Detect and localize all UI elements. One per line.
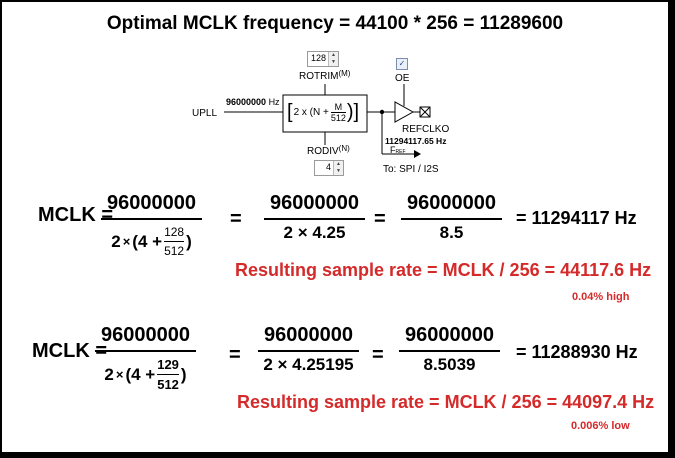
eq1-den-open: (4 +	[132, 231, 163, 251]
rodiv-value: 4	[325, 162, 331, 172]
rodiv-spinner[interactable]: 4 ▲ ▼	[314, 160, 344, 176]
eq2-result: = 11288930 Hz	[516, 342, 638, 362]
eq2-fraction-bar-3	[399, 350, 500, 352]
eq1-inner-den: 512	[164, 244, 185, 258]
eq1-numerator: 96000000	[107, 192, 196, 214]
eq1-lhs: MCLK =	[38, 204, 113, 226]
eq2-den-open: (4 +	[125, 364, 156, 384]
upll-frequency-value: 96000000	[226, 97, 267, 107]
eq2-numerator-3: 96000000	[405, 324, 494, 346]
eq2-sample-rate: Resulting sample rate = MCLK / 256 = 440…	[237, 392, 655, 412]
eq2-fraction-main: 96000000 2 × (4 + 129 512 )	[95, 324, 196, 392]
eq1-denominator-3: 8.5	[439, 223, 464, 242]
fref-subscript: REF	[395, 149, 406, 155]
eq2-fraction-bar	[95, 350, 196, 352]
eq1-den-close: )	[186, 231, 192, 251]
eq2-fraction-bar-2	[258, 350, 359, 352]
eq1-numerator-2: 96000000	[270, 192, 359, 214]
eq2-equals-2: =	[372, 344, 384, 366]
upll-label: UPLL	[192, 108, 218, 119]
eq2-den-times: ×	[115, 367, 124, 382]
eq1-den-times: ×	[122, 234, 131, 249]
rotrim-label: ROTRIM(M)	[299, 69, 351, 82]
eq1-inner-bar	[164, 241, 185, 242]
eq1-equals-2: =	[374, 208, 386, 230]
figure-canvas: Optimal MCLK frequency = 44100 * 256 = 1…	[2, 2, 668, 452]
eq2-deviation: 0.006% low	[571, 420, 630, 432]
eq1-sample-rate: Resulting sample rate = MCLK / 256 = 441…	[235, 260, 652, 280]
rotrim-label-text: ROTRIM	[299, 71, 339, 82]
eq1-inner-num: 128	[164, 225, 185, 239]
eq2-fraction-3: 96000000 8.5039	[399, 324, 500, 375]
divider-formula: [ 2 x (N + M 512 )]	[287, 101, 359, 124]
fref-label: FREF	[390, 145, 406, 155]
eq1-equals-1: =	[230, 208, 242, 230]
rodiv-spin-arrows-icon[interactable]: ▲ ▼	[333, 161, 343, 175]
eq1-den-two: 2	[111, 231, 121, 251]
upll-frequency: 96000000 Hz	[226, 97, 280, 107]
eq2-den-close: )	[180, 364, 187, 384]
eq2-denominator-2: 2 × 4.25195	[263, 355, 354, 374]
eq2-numerator-2: 96000000	[264, 324, 353, 346]
eq1-result: = 11294117 Hz	[516, 208, 637, 228]
formula-fraction: M 512	[330, 102, 346, 123]
rotrim-value: 128	[310, 53, 326, 63]
eq2-den-two: 2	[104, 364, 114, 384]
oe-checkbox[interactable]: ✓	[396, 58, 408, 70]
rotrim-spinner[interactable]: 128 ▲ ▼	[307, 51, 339, 67]
formula-open-bracket: [	[287, 101, 293, 123]
eq1-deviation: 0.04% high	[572, 291, 630, 303]
eq1-fraction-3: 96000000 8.5	[401, 192, 502, 243]
eq2-inner-den: 512	[157, 377, 179, 392]
eq2-denominator: 2 × (4 + 129 512 )	[104, 357, 186, 392]
formula-left: 2 x (N +	[293, 107, 329, 118]
rodiv-unit: (N)	[338, 144, 350, 153]
eq1-numerator-3: 96000000	[407, 192, 496, 214]
formula-denominator: 512	[330, 113, 346, 123]
eq1-fraction-bar-2	[264, 218, 365, 220]
spi-i2s-destination: To: SPI / I2S	[383, 164, 439, 175]
eq2-equals-1: =	[229, 344, 241, 366]
eq2-inner-bar	[157, 374, 179, 375]
eq2-denominator-3: 8.5039	[423, 355, 476, 374]
refclko-frequency: 11294117.65 Hz	[385, 136, 447, 146]
eq1-fraction-bar	[101, 218, 202, 220]
formula-close-bracket: )]	[346, 101, 360, 123]
eq1-fraction-bar-3	[401, 218, 502, 220]
oe-label: OE	[395, 73, 410, 84]
page-title: Optimal MCLK frequency = 44100 * 256 = 1…	[106, 13, 564, 34]
rotrim-spin-arrows-icon[interactable]: ▲ ▼	[328, 52, 338, 66]
eq1-denominator-2: 2 × 4.25	[283, 223, 346, 242]
eq1-denominator: 2 × (4 + 128 512 )	[111, 225, 192, 258]
eq2-lhs: MCLK =	[32, 340, 107, 362]
diagram-wires	[224, 84, 431, 158]
eq2-inner-num: 129	[157, 357, 179, 372]
upll-frequency-unit: Hz	[268, 97, 280, 107]
rodiv-label: RODIV(N)	[307, 144, 350, 157]
rotrim-unit: (M)	[338, 69, 351, 78]
rodiv-label-text: RODIV	[307, 146, 339, 157]
eq2-fraction-2: 96000000 2 × 4.25195	[258, 324, 359, 375]
refclko-label: REFCLKO	[402, 124, 450, 135]
fref-letter: F	[390, 145, 396, 155]
eq1-inner-fraction: 128 512	[164, 225, 185, 258]
formula-numerator: M	[334, 102, 343, 112]
formula-bar	[330, 112, 346, 113]
eq1-fraction-2: 96000000 2 × 4.25	[264, 192, 365, 243]
eq1-fraction-main: 96000000 2 × (4 + 128 512 )	[101, 192, 202, 258]
eq2-inner-fraction: 129 512	[157, 357, 179, 392]
eq2-numerator: 96000000	[101, 324, 190, 346]
